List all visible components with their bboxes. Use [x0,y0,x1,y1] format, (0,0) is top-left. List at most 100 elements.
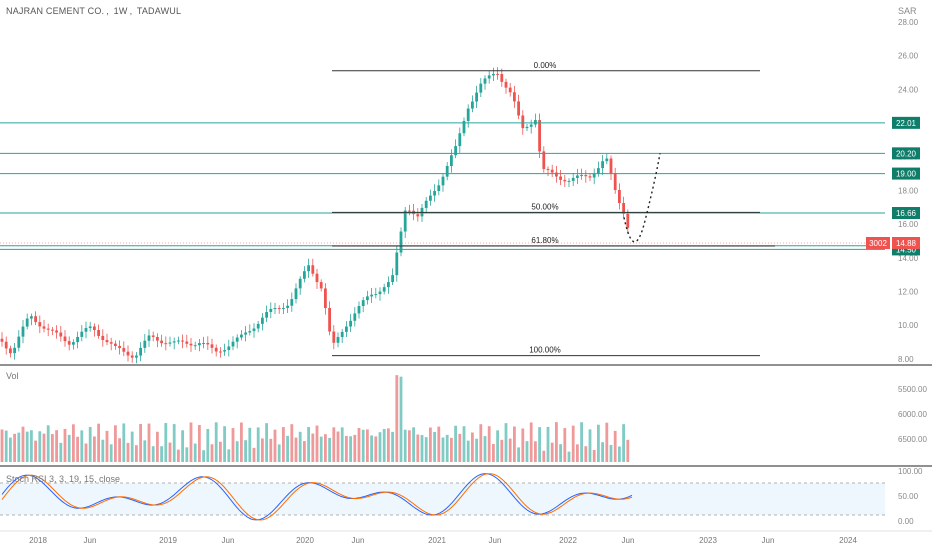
candle-body [214,347,218,352]
volume-bar [114,425,117,462]
exchange-label: TADAWUL [136,6,182,16]
candle-body [584,175,588,177]
volume-bar [223,426,226,462]
candle-body [349,320,352,327]
volume-bar [80,430,84,462]
level-price-tag [892,116,920,129]
candle-body [450,155,453,166]
volume-bar [248,427,252,462]
volume-bar [21,426,25,462]
candle-body [529,124,533,127]
candle-body [46,328,50,330]
volume-bar [571,425,575,462]
volume-bar [542,450,546,462]
candle-body [403,210,407,232]
price-tick-label: 24.00 [898,85,919,94]
volume-bar [227,449,231,462]
volume-bar [109,444,113,462]
price-tick-label: 14.00 [898,254,919,263]
candle-body [177,340,180,342]
volume-bar [135,445,138,462]
volume-bar [420,435,424,462]
volume-bar [168,442,172,462]
candle-body [408,210,411,212]
candle-body [597,168,600,174]
volume-bar [67,434,71,462]
candle-body [160,340,163,344]
volume-bar [76,436,79,462]
volume-bar [626,439,630,462]
stoch-d-line [1,473,633,521]
time-tick-label: Jun [222,536,235,545]
volume-bar [311,433,315,462]
volume-bar [118,438,121,462]
candle-body [319,282,323,289]
price-tick-label: 26.00 [898,52,919,61]
candle-body [399,231,403,253]
volume-bar [88,426,92,462]
candle-body [294,288,298,300]
candle-body [605,158,609,162]
volume-tick-label: 6000.00 [898,410,927,419]
volume-bar [185,447,189,462]
volume-bar [294,437,298,462]
volume-bar [202,450,205,462]
volume-bar [567,451,571,462]
candle-body [508,87,512,93]
volume-bar [336,431,340,462]
volume-bar [605,422,609,462]
candle-body [261,317,264,324]
volume-bar [433,431,436,462]
volume-bar [613,430,617,462]
candle-body [492,73,495,76]
stoch-tick-label: 100.00 [898,467,923,476]
candle-body [114,343,117,346]
volume-bar [445,434,449,462]
candle-body [130,355,134,358]
interval-label[interactable]: 1W [113,6,128,16]
candle-body [118,345,121,349]
volume-bar [46,425,50,462]
volume-bar [618,446,621,462]
volume-bar [30,430,33,462]
volume-bar [42,433,46,462]
time-tick-label: 2024 [839,536,857,545]
candle-body [555,172,558,177]
volume-bar [345,435,348,462]
candle-body [504,81,508,88]
volume-bar [462,426,466,462]
volume-bar [424,437,428,462]
volume-bar [97,423,100,462]
candle-body [139,347,142,356]
volume-bar [521,428,525,462]
volume-bar [588,429,592,462]
candle-body [55,330,58,333]
volume-bar [357,428,361,462]
candle-body [277,308,281,310]
price-tick-label: 18.00 [898,186,919,195]
volume-bar [378,432,382,462]
volume-bar [84,443,88,462]
candle-body [538,120,541,152]
volume-bar [164,423,168,462]
projection-curve[interactable] [623,153,661,243]
candle-body [479,83,483,93]
volume-bar [534,441,537,462]
candle-body [17,336,21,348]
candle-body [374,294,378,296]
candle-body [496,73,499,75]
price-tick-label: 10.00 [898,321,919,330]
candle-body [4,341,8,349]
volume-bar [496,430,499,462]
candle-body [164,343,168,345]
volume-bar [500,439,504,462]
candle-body [0,338,4,342]
candle-body [42,326,46,329]
candle-body [298,278,302,289]
candle-body [462,120,466,134]
candle-body [248,331,252,333]
candle-body [387,282,390,288]
volume-bar [59,442,63,462]
